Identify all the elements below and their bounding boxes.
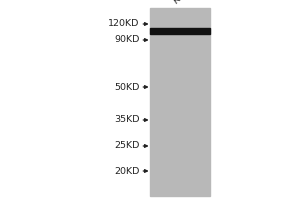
- Bar: [150, 28, 210, 34]
- Text: 35KD: 35KD: [114, 116, 140, 124]
- Text: 25KD: 25KD: [114, 142, 140, 150]
- Text: 50KD: 50KD: [114, 83, 140, 92]
- Text: 90KD: 90KD: [114, 36, 140, 45]
- Text: 20KD: 20KD: [114, 166, 140, 176]
- Text: K562: K562: [171, 0, 196, 5]
- Bar: [150, 8, 210, 196]
- Text: 120KD: 120KD: [108, 20, 140, 28]
